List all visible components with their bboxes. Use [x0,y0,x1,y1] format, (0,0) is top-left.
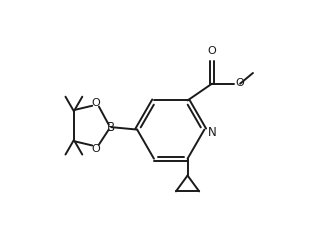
Text: N: N [208,126,216,138]
Text: O: O [91,144,100,154]
Text: B: B [107,121,115,134]
Text: O: O [208,46,216,56]
Text: O: O [91,98,100,108]
Text: O: O [235,78,244,88]
